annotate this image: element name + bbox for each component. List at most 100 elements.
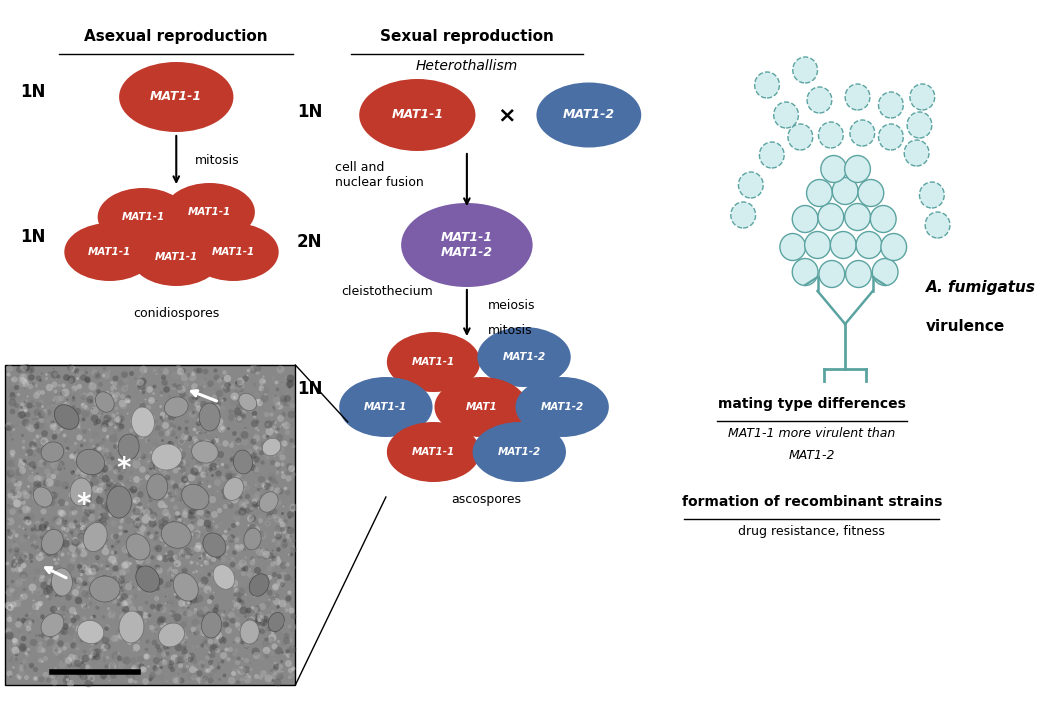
- Text: *: *: [77, 491, 91, 519]
- Ellipse shape: [845, 84, 869, 110]
- Ellipse shape: [793, 57, 818, 83]
- Ellipse shape: [240, 620, 259, 644]
- Ellipse shape: [118, 434, 140, 460]
- Ellipse shape: [359, 79, 476, 151]
- Ellipse shape: [42, 530, 63, 554]
- Ellipse shape: [259, 492, 278, 512]
- Text: Heterothallism: Heterothallism: [416, 59, 518, 73]
- Text: MAT1: MAT1: [465, 402, 497, 412]
- Text: mitosis: mitosis: [488, 325, 532, 337]
- Text: MAT1-2: MAT1-2: [541, 402, 584, 412]
- Ellipse shape: [858, 180, 884, 206]
- Text: virulence: virulence: [926, 319, 1006, 334]
- Ellipse shape: [339, 377, 433, 437]
- Text: MAT1-1: MAT1-1: [212, 247, 255, 257]
- Ellipse shape: [793, 259, 818, 286]
- Ellipse shape: [165, 397, 188, 417]
- Text: MAT1-2: MAT1-2: [498, 447, 541, 457]
- Text: mitosis: mitosis: [195, 153, 240, 167]
- Ellipse shape: [151, 444, 182, 470]
- Ellipse shape: [55, 404, 79, 429]
- Text: meiosis: meiosis: [488, 298, 536, 312]
- Text: cleistothecium: cleistothecium: [341, 286, 433, 298]
- Ellipse shape: [34, 487, 52, 507]
- Ellipse shape: [119, 611, 144, 643]
- Ellipse shape: [386, 422, 480, 482]
- Ellipse shape: [131, 228, 222, 286]
- Text: 1N: 1N: [297, 380, 322, 398]
- Text: MAT1-2: MAT1-2: [789, 449, 835, 462]
- Text: MAT1-1: MAT1-1: [364, 402, 407, 412]
- Ellipse shape: [844, 156, 870, 182]
- Ellipse shape: [401, 203, 532, 287]
- Text: MAT1-1 more virulent than: MAT1-1 more virulent than: [728, 427, 896, 440]
- Ellipse shape: [386, 332, 480, 392]
- Ellipse shape: [833, 177, 858, 204]
- Ellipse shape: [131, 407, 154, 437]
- Text: MAT1-1: MAT1-1: [88, 247, 131, 257]
- Ellipse shape: [516, 377, 609, 437]
- Ellipse shape: [135, 566, 160, 592]
- Text: 1N: 1N: [297, 103, 322, 121]
- Ellipse shape: [925, 212, 950, 238]
- Ellipse shape: [165, 183, 255, 241]
- Ellipse shape: [904, 140, 929, 166]
- Text: MAT1-1
MAT1-2: MAT1-1 MAT1-2: [441, 231, 492, 259]
- Ellipse shape: [818, 122, 843, 148]
- Bar: [5, 365, 295, 685]
- Ellipse shape: [96, 392, 114, 412]
- Text: *: *: [117, 455, 131, 483]
- Text: mating type differences: mating type differences: [718, 397, 906, 411]
- Ellipse shape: [920, 182, 944, 208]
- Text: 2N: 2N: [297, 233, 322, 251]
- Ellipse shape: [907, 112, 931, 138]
- Ellipse shape: [70, 478, 92, 506]
- Ellipse shape: [83, 522, 107, 551]
- Ellipse shape: [831, 231, 856, 259]
- Ellipse shape: [788, 124, 813, 150]
- Ellipse shape: [119, 62, 233, 132]
- Ellipse shape: [202, 612, 222, 638]
- Text: MAT1-1: MAT1-1: [412, 357, 455, 367]
- Ellipse shape: [856, 231, 882, 259]
- Text: A. fumigatus: A. fumigatus: [926, 280, 1036, 295]
- Ellipse shape: [774, 102, 798, 128]
- Ellipse shape: [89, 576, 120, 602]
- Ellipse shape: [78, 621, 104, 643]
- Text: MAT1-1: MAT1-1: [412, 447, 455, 457]
- Text: MAT1-2: MAT1-2: [502, 352, 546, 362]
- Text: MAT1-1: MAT1-1: [122, 212, 165, 222]
- Ellipse shape: [844, 204, 870, 230]
- Ellipse shape: [213, 565, 234, 590]
- Text: formation of recombinant strains: formation of recombinant strains: [681, 495, 942, 509]
- Ellipse shape: [203, 533, 226, 557]
- Text: MAT1-1: MAT1-1: [154, 252, 197, 262]
- Ellipse shape: [162, 522, 191, 548]
- Ellipse shape: [845, 260, 871, 288]
- Ellipse shape: [806, 180, 833, 206]
- Ellipse shape: [910, 84, 934, 110]
- Ellipse shape: [472, 422, 566, 482]
- Ellipse shape: [738, 172, 763, 198]
- Text: drug resistance, fitness: drug resistance, fitness: [738, 525, 885, 538]
- Ellipse shape: [879, 92, 903, 118]
- Ellipse shape: [98, 188, 188, 246]
- Ellipse shape: [804, 231, 831, 259]
- Text: Sexual reproduction: Sexual reproduction: [380, 29, 553, 44]
- Ellipse shape: [238, 393, 256, 411]
- Ellipse shape: [849, 120, 875, 146]
- Text: MAT1-1: MAT1-1: [188, 207, 231, 217]
- Ellipse shape: [755, 72, 779, 98]
- Ellipse shape: [819, 260, 844, 288]
- Ellipse shape: [159, 623, 185, 647]
- Ellipse shape: [41, 613, 64, 637]
- Ellipse shape: [249, 574, 269, 596]
- Text: cell and
nuclear fusion: cell and nuclear fusion: [335, 161, 424, 189]
- Ellipse shape: [268, 612, 285, 631]
- Ellipse shape: [793, 206, 818, 233]
- Ellipse shape: [537, 83, 642, 148]
- Text: MAT1-1: MAT1-1: [150, 90, 203, 103]
- Ellipse shape: [780, 233, 805, 260]
- Ellipse shape: [126, 534, 150, 560]
- Ellipse shape: [107, 486, 131, 518]
